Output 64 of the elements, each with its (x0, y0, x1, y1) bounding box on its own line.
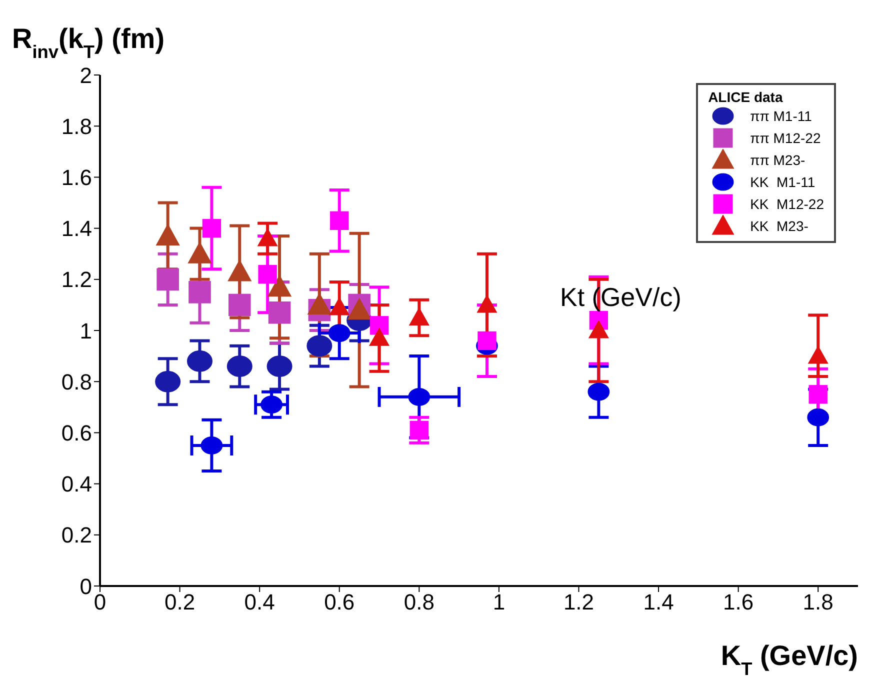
point (330, 298, 350, 316)
point (410, 420, 429, 440)
y-tick-label: 1.4 (61, 216, 92, 242)
point (226, 356, 252, 378)
point (808, 385, 828, 404)
y-tick-label: 2 (80, 62, 92, 88)
point (228, 260, 252, 282)
x-tick-label: 0.8 (404, 590, 434, 615)
point (370, 328, 390, 346)
x-tick-label: 0.2 (164, 590, 196, 615)
y-tick-label: 0 (80, 574, 92, 599)
point (348, 298, 371, 320)
point (408, 388, 430, 406)
point (328, 324, 350, 342)
point (188, 242, 212, 264)
y-tick-label: 0.8 (61, 369, 92, 394)
point (258, 264, 277, 284)
point (188, 281, 211, 304)
point (808, 346, 828, 364)
x-tick-label: 1.2 (563, 590, 594, 615)
point (268, 276, 292, 297)
x-tick-label: 0.4 (244, 590, 275, 615)
point (260, 396, 282, 414)
point (477, 295, 497, 313)
point (308, 293, 331, 314)
point (156, 224, 180, 246)
x-tick-label: 1.6 (723, 590, 754, 615)
point (186, 350, 212, 372)
point (330, 211, 349, 230)
point (258, 228, 278, 246)
y-tick-label: 1.6 (61, 165, 92, 190)
legend-title: ALICE data (708, 89, 784, 105)
x-tick-label: 1.8 (802, 590, 834, 615)
point (409, 308, 429, 326)
point (588, 320, 608, 338)
point (588, 382, 610, 401)
y-tick-label: 0.4 (61, 472, 92, 497)
x-tick-label: 1.4 (643, 590, 674, 615)
legend-label: ππ M12-22 (750, 130, 821, 146)
point (200, 436, 223, 454)
point (306, 335, 332, 357)
point (807, 408, 830, 426)
point (266, 356, 292, 378)
y-axis-title: R$_{inv}$(k$_{T}$) (fm) (12, 23, 165, 62)
point (478, 331, 496, 350)
y-tick-label: 0.2 (61, 522, 92, 548)
legend-label: ππ M23- (750, 152, 806, 168)
y-tick-label: 1.2 (61, 267, 92, 292)
point (202, 218, 222, 238)
point (268, 301, 291, 324)
x-axis-title: K$_{T}$ (GeV/c) (720, 640, 858, 679)
point (155, 370, 181, 392)
y-tick-label: 1.8 (61, 114, 92, 139)
y-tick-label: 0.6 (61, 420, 92, 446)
legend-label: KK M12-22 (750, 196, 824, 212)
legend-label: KK M1-11 (750, 174, 816, 190)
legend-label: KK M23- (750, 218, 808, 234)
point (228, 294, 251, 316)
y-tick-label: 1 (80, 318, 92, 344)
x-tick-label: 0.6 (324, 590, 355, 615)
legend-label: ππ M1-11 (750, 108, 812, 124)
x-tick-label: 1 (492, 590, 506, 615)
point (156, 268, 179, 291)
point (370, 316, 389, 335)
